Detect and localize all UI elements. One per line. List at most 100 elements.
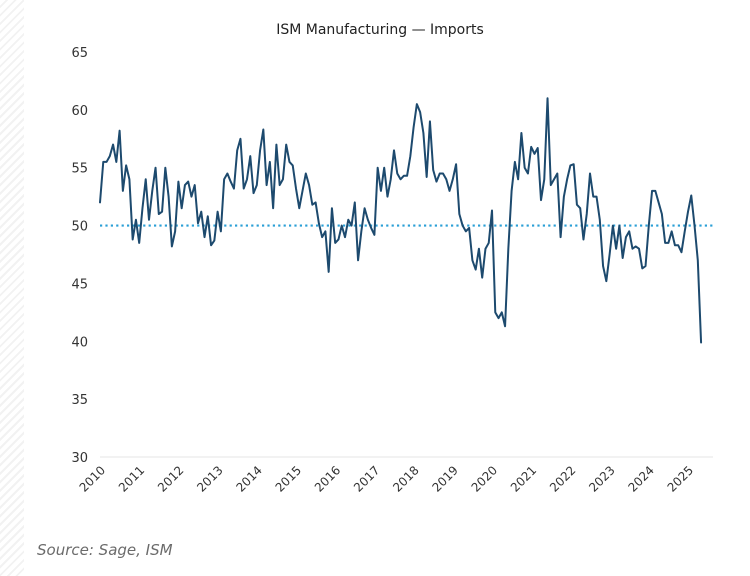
y-tick-label: 35 <box>71 393 88 408</box>
data-point <box>168 196 170 198</box>
data-point <box>223 178 225 180</box>
data-point <box>285 144 287 146</box>
y-tick-label: 45 <box>71 277 88 292</box>
data-point <box>158 213 160 215</box>
x-tick-label: 2017 <box>351 463 382 494</box>
data-point <box>671 231 673 233</box>
y-tick-label: 40 <box>71 335 88 350</box>
data-point <box>658 202 660 204</box>
data-point <box>419 111 421 113</box>
data-point <box>635 246 637 248</box>
data-point <box>370 227 372 229</box>
data-point <box>560 236 562 238</box>
data-point <box>253 192 255 194</box>
data-point <box>295 188 297 190</box>
data-point <box>547 97 549 99</box>
data-point <box>406 175 408 177</box>
data-point <box>622 257 624 259</box>
data-point <box>586 213 588 215</box>
data-point <box>298 207 300 209</box>
data-point <box>351 225 353 227</box>
data-point <box>609 254 611 256</box>
chart-title: ISM Manufacturing — Imports <box>276 22 484 38</box>
x-tick-label: 2019 <box>429 463 460 494</box>
data-point <box>109 155 111 157</box>
data-point <box>563 196 565 198</box>
data-point <box>527 173 529 175</box>
data-point <box>266 184 268 186</box>
data-point <box>214 240 216 242</box>
data-point <box>102 161 104 163</box>
data-point <box>142 207 144 209</box>
data-point <box>459 213 461 215</box>
data-point <box>354 202 356 204</box>
data-point <box>553 178 555 180</box>
data-point <box>612 225 614 227</box>
y-tick-label: 60 <box>71 104 88 119</box>
data-point <box>472 259 474 261</box>
data-point <box>475 269 477 271</box>
x-tick-label: 2023 <box>586 463 617 494</box>
data-point <box>210 244 212 246</box>
data-point <box>573 163 575 165</box>
x-tick-label: 2014 <box>233 463 264 494</box>
data-point <box>485 248 487 250</box>
data-point <box>112 144 114 146</box>
data-point <box>364 207 366 209</box>
data-point <box>494 312 496 314</box>
data-point <box>361 231 363 233</box>
data-point <box>145 178 147 180</box>
x-tick-label: 2015 <box>273 463 304 494</box>
data-point <box>681 251 683 253</box>
data-point <box>599 219 601 221</box>
data-point <box>302 190 304 192</box>
data-point <box>272 207 274 209</box>
data-point <box>99 202 101 204</box>
data-point <box>592 196 594 198</box>
data-point <box>655 190 657 192</box>
data-point <box>700 342 702 344</box>
data-point <box>521 132 523 134</box>
y-tick-label: 55 <box>71 162 88 177</box>
data-point <box>491 210 493 212</box>
data-point <box>132 239 134 241</box>
data-point <box>246 178 248 180</box>
data-point <box>148 219 150 221</box>
data-point <box>550 184 552 186</box>
data-point <box>400 178 402 180</box>
data-point <box>478 248 480 250</box>
data-point <box>315 202 317 204</box>
data-point <box>596 196 598 198</box>
data-point <box>579 207 581 209</box>
data-point <box>449 190 451 192</box>
x-tick-label: 2012 <box>155 463 186 494</box>
data-point <box>269 161 271 163</box>
x-tick-label: 2022 <box>547 463 578 494</box>
data-point <box>570 165 572 167</box>
data-point <box>289 161 291 163</box>
data-point <box>534 153 536 155</box>
data-point <box>328 271 330 273</box>
data-point <box>204 236 206 238</box>
data-point <box>410 155 412 157</box>
data-point <box>325 231 327 233</box>
data-point <box>557 173 559 175</box>
data-point <box>396 173 398 175</box>
data-point <box>181 207 183 209</box>
data-point <box>122 190 124 192</box>
data-point <box>256 184 258 186</box>
data-point <box>383 167 385 169</box>
data-point <box>583 239 585 241</box>
data-point <box>566 178 568 180</box>
data-point <box>677 244 679 246</box>
data-point <box>393 150 395 152</box>
data-point <box>331 207 333 209</box>
x-tick-label: 2025 <box>665 463 696 494</box>
data-point <box>174 231 176 233</box>
data-point <box>543 178 545 180</box>
data-point <box>308 184 310 186</box>
data-point <box>197 222 199 224</box>
data-point <box>243 188 245 190</box>
data-point <box>445 178 447 180</box>
data-point <box>632 248 634 250</box>
